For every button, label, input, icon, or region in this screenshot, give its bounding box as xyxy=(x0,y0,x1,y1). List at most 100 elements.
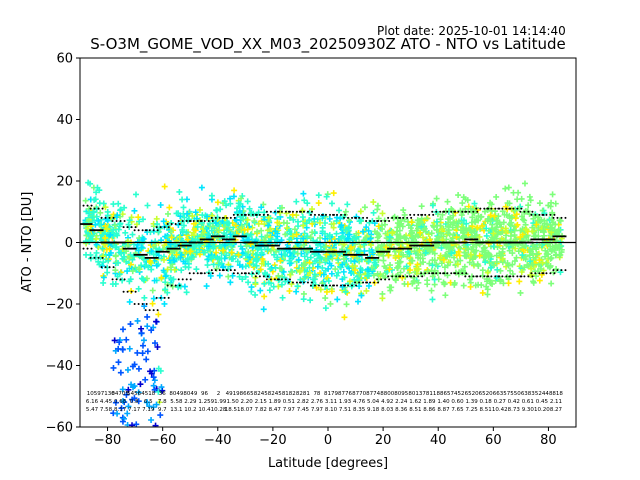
data-point xyxy=(325,278,332,285)
data-point xyxy=(474,261,481,268)
data-point xyxy=(491,262,498,269)
data-point xyxy=(426,260,433,267)
bin-upper-marker xyxy=(552,216,555,219)
data-point xyxy=(260,306,267,313)
data-point xyxy=(316,219,323,226)
data-point xyxy=(248,210,255,217)
data-point xyxy=(417,229,424,236)
data-point xyxy=(340,268,347,275)
data-point xyxy=(434,236,441,243)
data-point xyxy=(140,256,147,263)
data-point xyxy=(479,267,486,274)
data-point xyxy=(318,255,325,262)
bin-stat-count: 8049 xyxy=(183,391,197,397)
bin-stat-std: 8.10 xyxy=(325,407,338,413)
data-point xyxy=(176,234,183,241)
bin-upper-marker xyxy=(347,216,350,219)
bin-lower-marker xyxy=(159,296,162,299)
bin-stat-mean: 6.5 xyxy=(144,399,153,405)
data-point xyxy=(360,228,367,235)
data-point xyxy=(344,201,351,208)
data-point xyxy=(282,231,289,238)
data-point xyxy=(155,247,162,254)
data-point xyxy=(155,240,162,247)
data-point xyxy=(341,274,348,281)
bin-lower-marker xyxy=(527,275,530,278)
data-point xyxy=(376,233,383,240)
data-point xyxy=(82,197,89,204)
bin-stat-mean: 0.61 xyxy=(522,399,534,405)
bin-upper-marker xyxy=(501,207,504,210)
bin-lower-marker xyxy=(317,284,320,287)
data-point xyxy=(403,263,410,270)
data-point xyxy=(124,238,131,245)
data-point xyxy=(119,277,126,284)
data-point xyxy=(266,287,273,294)
data-point xyxy=(430,222,437,229)
bin-stat-std: 5.47 xyxy=(86,407,99,413)
data-point xyxy=(335,256,342,263)
data-point xyxy=(173,251,180,258)
data-point xyxy=(278,204,285,211)
bin-lower-marker xyxy=(497,275,500,278)
data-point xyxy=(440,233,447,240)
bin-stat-std: 13.1 xyxy=(170,407,182,413)
data-point xyxy=(541,232,548,239)
data-point xyxy=(150,404,157,411)
data-point xyxy=(374,270,381,277)
data-point xyxy=(386,233,393,240)
bin-lower-marker xyxy=(288,278,291,281)
bin-stat-std: 7.82 xyxy=(255,407,267,413)
bin-stat-std: 7.97 xyxy=(283,407,296,413)
data-point xyxy=(128,261,135,268)
bin-lower-marker xyxy=(483,275,486,278)
data-point xyxy=(300,290,307,297)
bin-lower-marker xyxy=(306,281,309,284)
data-point xyxy=(444,262,451,269)
bin-lower-marker xyxy=(196,272,199,275)
data-point xyxy=(133,266,140,273)
bin-stat-count: 8776 xyxy=(338,391,352,397)
data-point xyxy=(153,401,160,408)
data-point xyxy=(483,225,490,232)
bin-stat-count: 5456 xyxy=(127,391,141,397)
data-point xyxy=(149,300,156,307)
bin-stat-mean: 0.18 xyxy=(480,399,493,405)
bin-stat-mean: 1.89 xyxy=(423,399,436,405)
data-point xyxy=(511,258,518,265)
bin-stat-mean: 91.99 xyxy=(211,399,227,405)
data-point xyxy=(400,207,407,214)
bin-stat-count: 2 xyxy=(217,391,221,397)
bin-stat-std: 8.47 xyxy=(269,407,282,413)
bin-lower-marker xyxy=(479,275,482,278)
data-point xyxy=(529,261,536,268)
data-point xyxy=(231,187,238,194)
data-point xyxy=(306,259,313,266)
bin-stat-count: 6520 xyxy=(479,391,493,397)
data-point xyxy=(235,226,242,233)
bin-lower-marker xyxy=(395,275,398,278)
bin-stat-std: 8.51 xyxy=(409,407,421,413)
bin-upper-marker xyxy=(534,213,537,216)
data-point xyxy=(250,261,257,268)
bin-upper-marker xyxy=(343,216,346,219)
data-point xyxy=(162,273,169,280)
data-point xyxy=(100,274,107,281)
bin-upper-marker xyxy=(417,213,420,216)
bin-lower-marker xyxy=(355,284,358,287)
bin-lower-marker xyxy=(475,275,478,278)
data-point xyxy=(431,267,438,274)
data-point xyxy=(257,287,264,294)
data-point xyxy=(418,203,425,210)
data-point xyxy=(140,337,147,344)
data-point xyxy=(154,344,161,351)
bin-upper-marker xyxy=(549,213,552,216)
bin-lower-marker xyxy=(192,272,195,275)
data-point xyxy=(279,294,286,301)
data-point xyxy=(428,287,435,294)
data-point xyxy=(151,377,158,384)
data-point xyxy=(109,281,116,288)
bin-lower-marker xyxy=(97,256,100,259)
data-point xyxy=(161,183,168,190)
data-point xyxy=(115,200,122,207)
